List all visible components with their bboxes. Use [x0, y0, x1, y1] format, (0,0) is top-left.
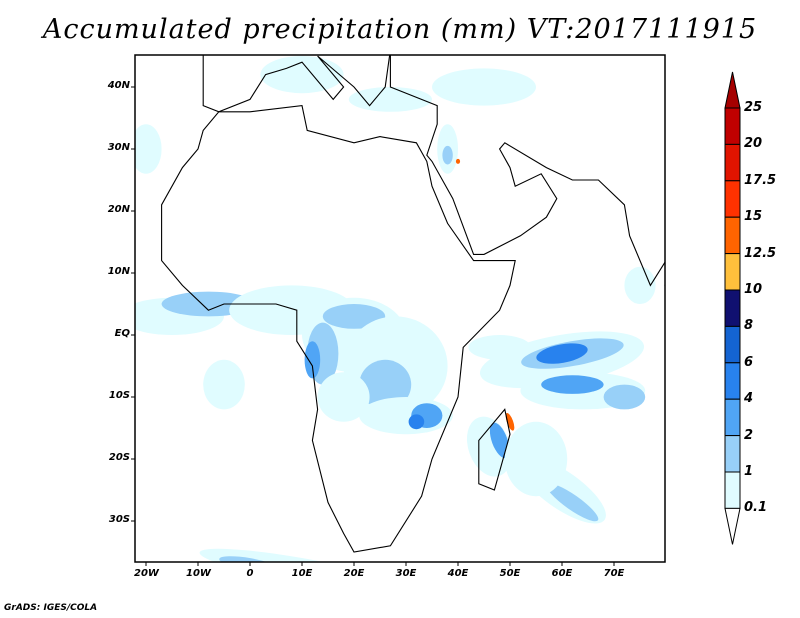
y-tick-label: 20N — [107, 204, 130, 215]
x-tick-label: 50E — [499, 568, 521, 579]
precip-area — [304, 341, 321, 379]
colorbar-box — [724, 180, 741, 218]
y-tick-label: 40N — [107, 80, 130, 91]
colorbar-box — [724, 325, 741, 364]
y-tick-label: 20S — [108, 452, 130, 463]
precip-area — [260, 56, 344, 94]
y-tick-label: 30S — [108, 514, 130, 525]
colorbar-label: 6 — [744, 354, 754, 370]
colorbar-label: 0.1 — [744, 500, 768, 516]
europe-coastline — [202, 55, 391, 113]
precip-area — [455, 158, 461, 164]
precip-area — [603, 384, 646, 410]
x-tick-label: 60E — [551, 568, 573, 579]
x-tick-label: 20E — [343, 568, 365, 579]
x-tick-label: 10W — [186, 568, 211, 579]
precip-area — [505, 412, 515, 431]
grads-credit: GrADS: IGES/COLA — [4, 603, 98, 613]
precip-area — [541, 375, 604, 394]
precip-area — [468, 335, 531, 360]
precip-area — [546, 483, 599, 522]
colorbar-box — [724, 143, 741, 182]
y-tick-label: 10N — [107, 266, 130, 277]
colorbar-label: 1 — [744, 464, 754, 479]
precip-area — [317, 372, 370, 422]
colorbar-label: 15 — [744, 209, 763, 225]
x-tick-label: 70E — [603, 568, 625, 579]
x-tick-label: 20W — [134, 568, 159, 579]
x-tick-label: 10E — [291, 568, 313, 579]
precip-area — [322, 304, 386, 329]
colorbar-arrow-bottom — [724, 507, 741, 545]
x-tick-label: 30E — [395, 568, 417, 579]
precip-area — [432, 68, 536, 106]
x-tick-label: 40E — [447, 568, 469, 579]
precip-area — [408, 414, 425, 430]
madagascar-coastline — [478, 408, 511, 491]
colorbar-box — [724, 216, 741, 255]
colorbar-box — [724, 253, 741, 291]
colorbar-label: 8 — [744, 318, 754, 334]
y-tick-label: EQ — [114, 328, 130, 339]
map-area — [135, 55, 665, 562]
colorbar-label: 17.5 — [744, 172, 777, 188]
map-title-text: Accumulated precipitation (mm) VT:201711… — [42, 14, 758, 45]
colorbar-arrow-top — [724, 71, 741, 109]
map-title: Accumulated precipitation (mm) VT:201711… — [0, 14, 800, 45]
precip-area — [135, 124, 162, 174]
colorbar-label: 20 — [744, 136, 763, 152]
precip-area — [624, 266, 656, 304]
colorbar-label: 10 — [744, 282, 763, 297]
precip-area — [219, 556, 281, 562]
colorbar-box — [724, 435, 741, 473]
y-tick-label: 10S — [108, 390, 130, 401]
x-tick-label: 0 — [246, 568, 254, 579]
precip-area — [489, 422, 510, 459]
africa-coastline — [161, 104, 516, 553]
colorbar-label: 4 — [744, 391, 754, 407]
sri-lanka-coastline — [664, 278, 665, 293]
colorbar-box — [724, 398, 741, 437]
colorbar-box — [724, 289, 741, 327]
precip-area — [348, 87, 432, 112]
precip-area — [203, 359, 245, 410]
colorbar-label: 12.5 — [744, 245, 777, 261]
precip-area — [359, 359, 412, 410]
precip-area — [536, 343, 588, 364]
colorbar-box — [724, 107, 741, 145]
y-tick-label: 30N — [107, 142, 130, 153]
colorbar-box — [724, 362, 741, 400]
precip-area — [504, 421, 568, 497]
arabia-coastline — [389, 55, 665, 287]
colorbar-label: 2 — [744, 427, 754, 443]
colorbar-box — [724, 471, 741, 509]
map-frame — [134, 54, 666, 563]
precip-area — [442, 145, 453, 165]
colorbar-label: 25 — [744, 100, 763, 115]
